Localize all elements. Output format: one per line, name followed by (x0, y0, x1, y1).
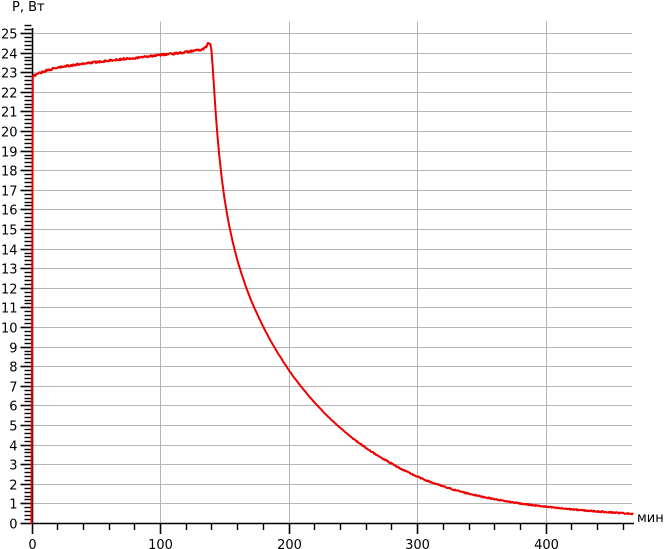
svg-text:17: 17 (1, 185, 18, 200)
svg-text:200: 200 (277, 538, 302, 549)
svg-text:23: 23 (1, 67, 18, 82)
data-series-power (30, 41, 634, 524)
svg-text:1: 1 (9, 498, 17, 513)
grid-lines-vertical (160, 21, 547, 523)
grid-lines-horizontal (31, 33, 632, 504)
svg-text:8: 8 (9, 361, 17, 376)
svg-text:400: 400 (534, 538, 559, 549)
svg-text:9: 9 (9, 342, 17, 357)
svg-text:14: 14 (1, 244, 18, 259)
svg-text:3: 3 (9, 459, 17, 474)
svg-text:22: 22 (1, 87, 18, 102)
axis-tick-labels-x: 0 100 200 300 400 (28, 538, 559, 549)
svg-text:24: 24 (1, 48, 18, 63)
svg-text:4: 4 (9, 440, 17, 455)
axis-tick-labels-y: 0123456789101112131415161718192021222324… (1, 28, 18, 533)
svg-text:25: 25 (1, 28, 18, 43)
svg-text:16: 16 (1, 204, 18, 219)
svg-text:300: 300 (405, 538, 430, 549)
svg-text:2: 2 (9, 479, 17, 494)
axis-lines (31, 28, 634, 525)
svg-text:11: 11 (1, 302, 18, 317)
svg-text:21: 21 (1, 106, 18, 121)
svg-text:13: 13 (1, 263, 18, 278)
svg-text:18: 18 (1, 165, 18, 180)
svg-text:15: 15 (1, 224, 18, 239)
svg-text:5: 5 (9, 420, 17, 435)
svg-text:7: 7 (9, 381, 17, 396)
svg-text:100: 100 (148, 538, 173, 549)
svg-text:12: 12 (1, 283, 18, 298)
svg-text:19: 19 (1, 146, 18, 161)
axis-ticks-y (20, 24, 32, 525)
svg-text:6: 6 (9, 400, 17, 415)
x-axis-title: мин (637, 511, 664, 526)
y-axis-title: P, Вт (12, 0, 45, 15)
svg-text:0: 0 (9, 518, 17, 533)
svg-text:20: 20 (1, 126, 18, 141)
svg-text:10: 10 (1, 322, 18, 337)
axis-ticks-x (31, 523, 625, 534)
svg-text:0: 0 (28, 538, 36, 549)
